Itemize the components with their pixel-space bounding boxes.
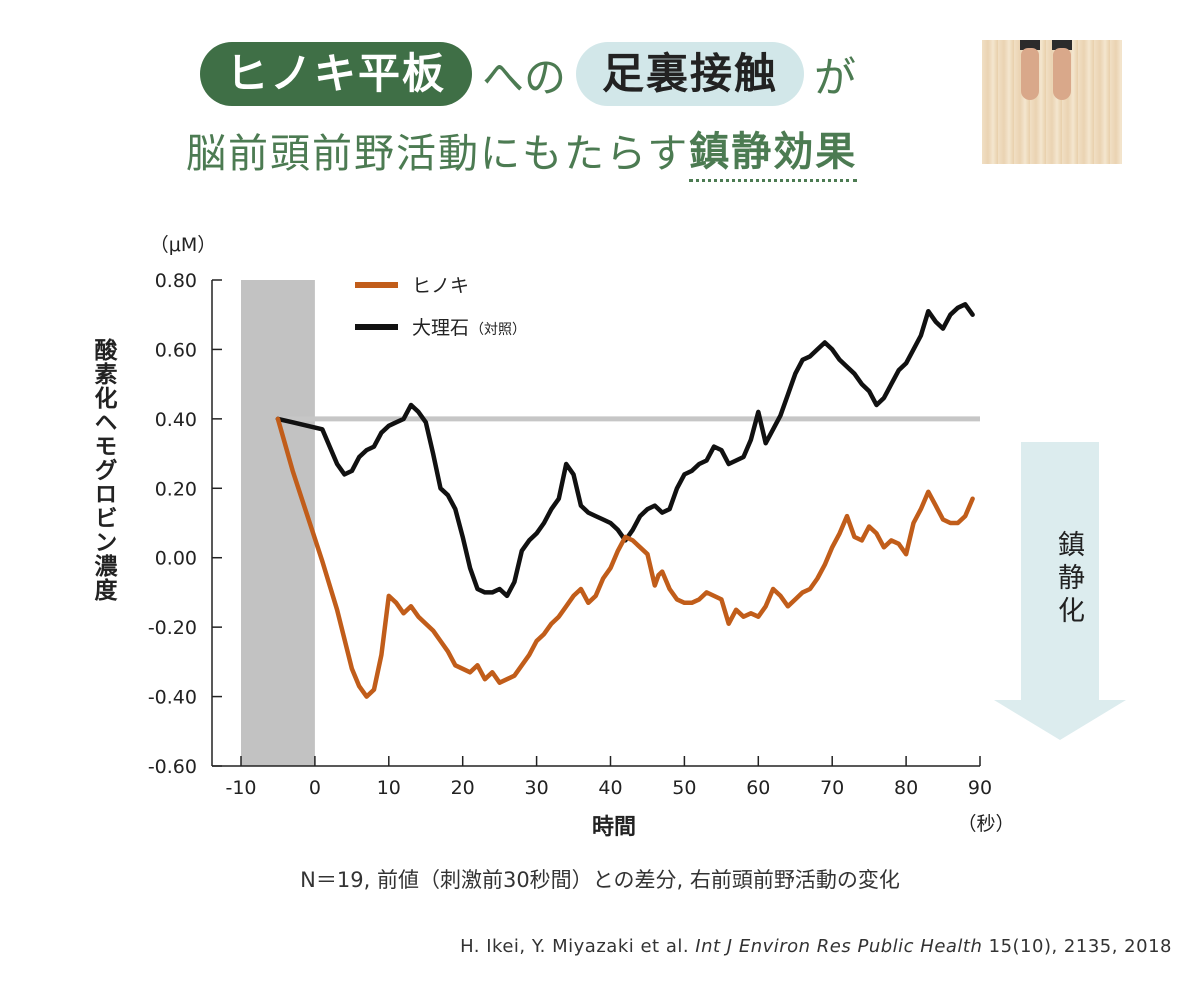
feet-on-wood-photo: [982, 40, 1122, 164]
title-line-2: 脳前頭前野活動にもたらす 鎮静効果: [186, 118, 858, 182]
y-tick-label: 0.20: [155, 478, 197, 500]
title-line-1: ヒノキ平板 への 足裏接触 が: [200, 42, 856, 106]
left-shin-shape: [1020, 40, 1040, 50]
x-tick-label: 90: [968, 777, 992, 799]
chart-labels: 0.80 0.60 0.40 0.20 0.00 -0.20 -0.40 -0.60 -10 0 1…: [148, 234, 1015, 840]
footnote: N＝19, 前値（刺激前30秒間）との差分, 右前頭前野活動の変化: [300, 868, 900, 892]
y-unit-label: （μM）: [150, 234, 216, 256]
x-tick-label: 70: [820, 777, 844, 799]
legend-marble-note: （対照）: [470, 322, 526, 338]
legend-hinoki-label: ヒノキ: [412, 275, 469, 297]
pre-stimulus-period: [241, 280, 315, 766]
x-tick-label: -10: [225, 777, 256, 799]
title-text-ga: が: [814, 52, 857, 102]
x-axis-title: 時間: [592, 815, 636, 840]
arrow-label: 鎮静化: [1053, 530, 1084, 629]
sedation-arrow: [994, 442, 1126, 740]
legend-marble-label: 大理石: [412, 317, 469, 339]
y-axis-title: 酸素化ヘモグロビン濃度: [90, 338, 116, 602]
citation-ref: 15(10), 2135, 2018: [982, 936, 1172, 957]
right-foot-shape: [1053, 48, 1071, 100]
title-text-prefrontal: 脳前頭前野活動にもたらす: [186, 131, 690, 177]
x-tick-label: 60: [746, 777, 770, 799]
title-pill-hinoki: ヒノキ平板: [200, 42, 473, 106]
x-tick-label: 20: [451, 777, 475, 799]
y-tick-label: 0.00: [155, 548, 197, 570]
marble-series-line: [275, 302, 975, 599]
title-pill-sole-contact: 足裏接触: [576, 42, 805, 106]
title-text-to: への: [482, 52, 567, 102]
y-tick-label: -0.20: [148, 617, 197, 639]
x-tick-label: 40: [598, 777, 622, 799]
chart-axes: [211, 279, 981, 767]
y-tick-label: -0.40: [148, 687, 197, 709]
left-foot-shape: [1021, 48, 1039, 100]
x-tick-label: 30: [525, 777, 549, 799]
x-tick-label: 10: [377, 777, 401, 799]
y-tick-label: 0.40: [155, 409, 197, 431]
chart-series: [275, 302, 975, 699]
title-block: ヒノキ平板 への 足裏接触 が 脳前頭前野活動にもたらす 鎮静効果: [0, 0, 1200, 200]
y-tick-label: -0.60: [148, 756, 197, 778]
hinoki-series-line: [275, 416, 975, 699]
right-shin-shape: [1052, 40, 1072, 50]
x-unit-label: （秒）: [957, 813, 1014, 835]
x-tick-label: 50: [672, 777, 696, 799]
citation-journal: Int J Environ Res Public Health: [695, 936, 983, 957]
x-tick-label: 0: [309, 777, 321, 799]
x-tick-label: 80: [894, 777, 918, 799]
title-text-sedative-effect: 鎮静効果: [689, 119, 858, 182]
citation-authors: H. Ikei, Y. Miyazaki et al.: [460, 936, 696, 957]
citation: H. Ikei, Y. Miyazaki et al. Int J Enviro…: [460, 936, 1172, 957]
y-tick-label: 0.80: [155, 270, 197, 292]
y-tick-label: 0.60: [155, 339, 197, 361]
